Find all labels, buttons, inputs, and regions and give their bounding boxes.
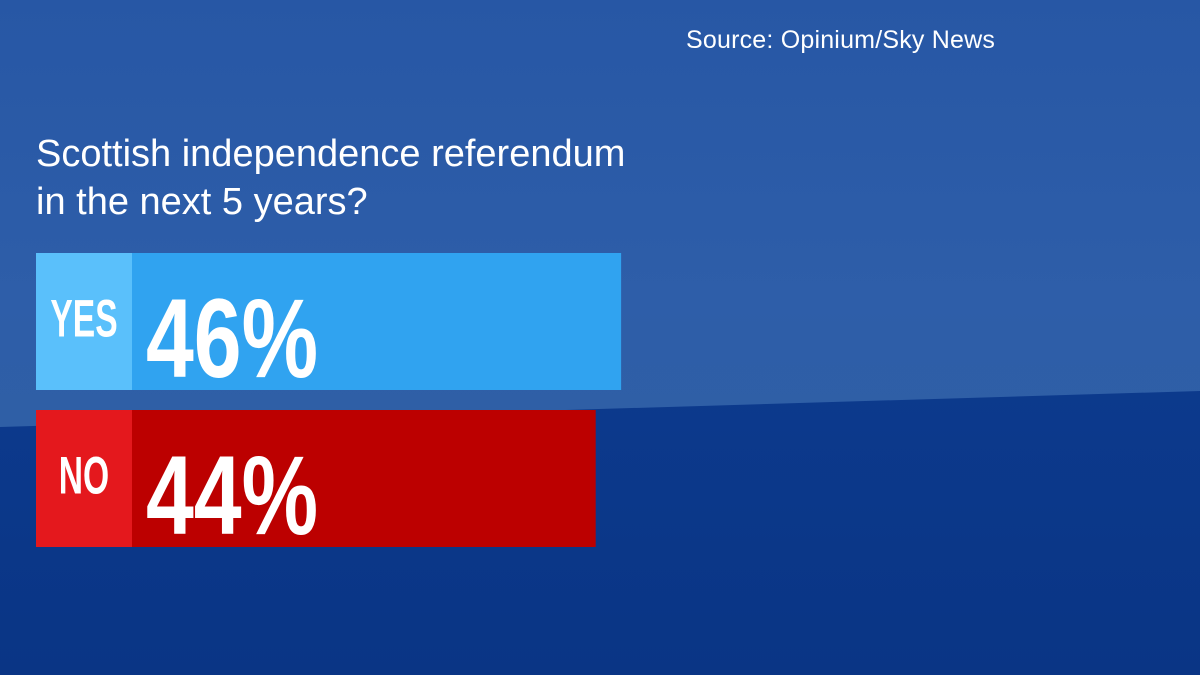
source-credit: Source: Opinium/Sky News xyxy=(686,26,996,54)
value-label-no: 44% xyxy=(146,434,318,559)
category-label-bg-yes xyxy=(36,253,132,390)
chart-title-line-1: Scottish independence referendum xyxy=(36,133,626,175)
bar-yes xyxy=(36,253,622,390)
chart-title: Scottish independence referendum in the … xyxy=(36,130,736,226)
category-label-yes: YES xyxy=(50,290,117,348)
chart-title-line-2: in the next 5 years? xyxy=(36,181,368,223)
category-label-no: NO xyxy=(59,447,109,505)
category-label-bg-no xyxy=(36,410,132,547)
value-label-yes: 46% xyxy=(146,277,318,402)
